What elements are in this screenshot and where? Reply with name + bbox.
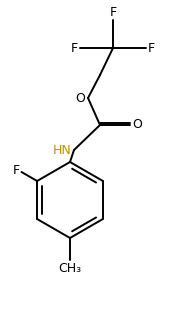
Text: F: F (12, 164, 20, 178)
Text: F: F (109, 6, 117, 19)
Text: O: O (75, 91, 85, 105)
Text: HN: HN (53, 144, 72, 156)
Text: CH₃: CH₃ (58, 262, 82, 275)
Text: F: F (71, 42, 78, 54)
Text: F: F (148, 42, 155, 54)
Text: O: O (132, 118, 142, 131)
